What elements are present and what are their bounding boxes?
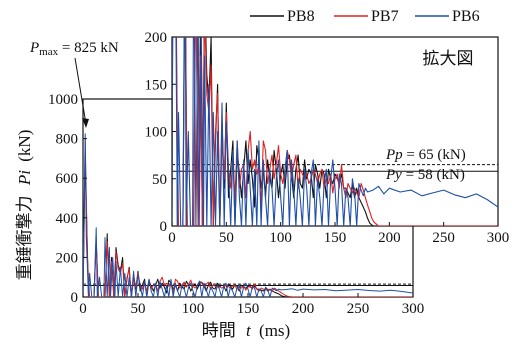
py-symbol: Py: [385, 167, 402, 183]
main-y-tick-label-4: 800: [56, 132, 79, 148]
inset-y-tick-label-0: 0: [160, 219, 168, 235]
inset-x-tick-label-6: 300: [487, 230, 510, 246]
pmax-value: = 825 kN: [58, 40, 119, 56]
main-reference-lines: [83, 283, 413, 287]
inset-series-group: [172, 37, 498, 226]
inset-ticks: 0 50 100 150 200 250 300 0 50 100 150 200: [145, 30, 510, 246]
svg-text:Pmax = 825 kN: Pmax = 825 kN: [29, 40, 119, 58]
legend-label-pb6: PB6: [452, 8, 480, 25]
inset-x-tick-label-2: 100: [269, 230, 292, 246]
inset-x-tick-label-1: 50: [219, 230, 234, 246]
pp-value: = 65 (kN): [403, 147, 466, 163]
inset-x-tick-label-0: 0: [168, 230, 176, 246]
x-axis-label-unit: (ms): [259, 321, 290, 340]
main-x-tick-label-2: 100: [182, 301, 205, 317]
inset-x-tick-label-4: 200: [378, 230, 401, 246]
inset-series-pb6: [172, 37, 498, 226]
py-value: = 58 (kN): [402, 167, 465, 183]
inset-y-tick-label-3: 150: [145, 77, 168, 93]
svg-text:Pp = 65 (kN): Pp = 65 (kN): [385, 147, 466, 163]
main-y-tick-label-1: 200: [56, 250, 79, 266]
main-y-tick-label-3: 600: [56, 171, 79, 187]
inset-y-tick-label-2: 100: [145, 125, 168, 141]
py-label: Py = 58 (kN): [385, 167, 465, 183]
x-axis-label-var: t: [246, 321, 252, 340]
inset-title: 拡大図: [423, 49, 474, 68]
pmax-annotation: Pmax = 825 kN: [29, 40, 119, 128]
x-axis-label: 時間 t (ms): [202, 321, 290, 340]
inset-y-tick-label-4: 200: [145, 30, 168, 46]
main-series-pb6: [83, 133, 413, 297]
x-axis-label-text: 時間: [202, 321, 236, 340]
main-y-tick-label-2: 400: [56, 211, 79, 227]
main-x-tick-label-0: 0: [79, 301, 87, 317]
inset-x-tick-label-3: 150: [324, 230, 347, 246]
inset-x-tick-label-5: 250: [432, 230, 455, 246]
y-axis-label-text: 重錘衝撃力: [15, 195, 34, 280]
legend-label-pb7: PB7: [371, 8, 399, 25]
y-axis-label-var: Pi: [15, 170, 34, 186]
pp-symbol: Pp: [385, 147, 403, 163]
main-series-group: [83, 133, 413, 297]
main-y-tick-label-0: 0: [71, 290, 79, 306]
main-x-tick-label-6: 300: [402, 301, 425, 317]
main-x-tick-label-4: 200: [292, 301, 315, 317]
svg-text:Py = 58 (kN): Py = 58 (kN): [385, 167, 465, 183]
pmax-subscript: max: [39, 46, 58, 58]
main-x-tick-label-5: 250: [347, 301, 370, 317]
inset-plot: 0 50 100 150 200 250 300 0 50 100 150 200 拡大図 Pp = …: [145, 30, 510, 246]
inset-reference-lines: [172, 164, 498, 172]
main-y-tick-label-5: 1000: [48, 92, 78, 108]
y-axis-label-unit: (kN): [15, 130, 34, 162]
y-axis-label: 重錘衝撃力 Pi (kN): [15, 130, 34, 281]
pmax-arrow-line: [74, 57, 87, 125]
main-x-tick-label-3: 150: [237, 301, 260, 317]
main-series-pb7: [83, 138, 413, 297]
inset-series-pb7: [172, 37, 498, 226]
pmax-arrow-head: [82, 118, 89, 128]
pmax-symbol: P: [29, 40, 39, 56]
pp-label: Pp = 65 (kN): [385, 147, 466, 163]
legend-label-pb8: PB8: [287, 8, 315, 25]
svg-text:時間 t (ms): 時間 t (ms): [202, 321, 290, 340]
svg-text:重錘衝撃力 Pi (kN): 重錘衝撃力 Pi (kN): [15, 130, 34, 281]
inset-y-tick-label-1: 50: [152, 172, 167, 188]
main-x-tick-label-1: 50: [131, 301, 146, 317]
legend: PB8 PB7 PB6: [250, 8, 480, 25]
